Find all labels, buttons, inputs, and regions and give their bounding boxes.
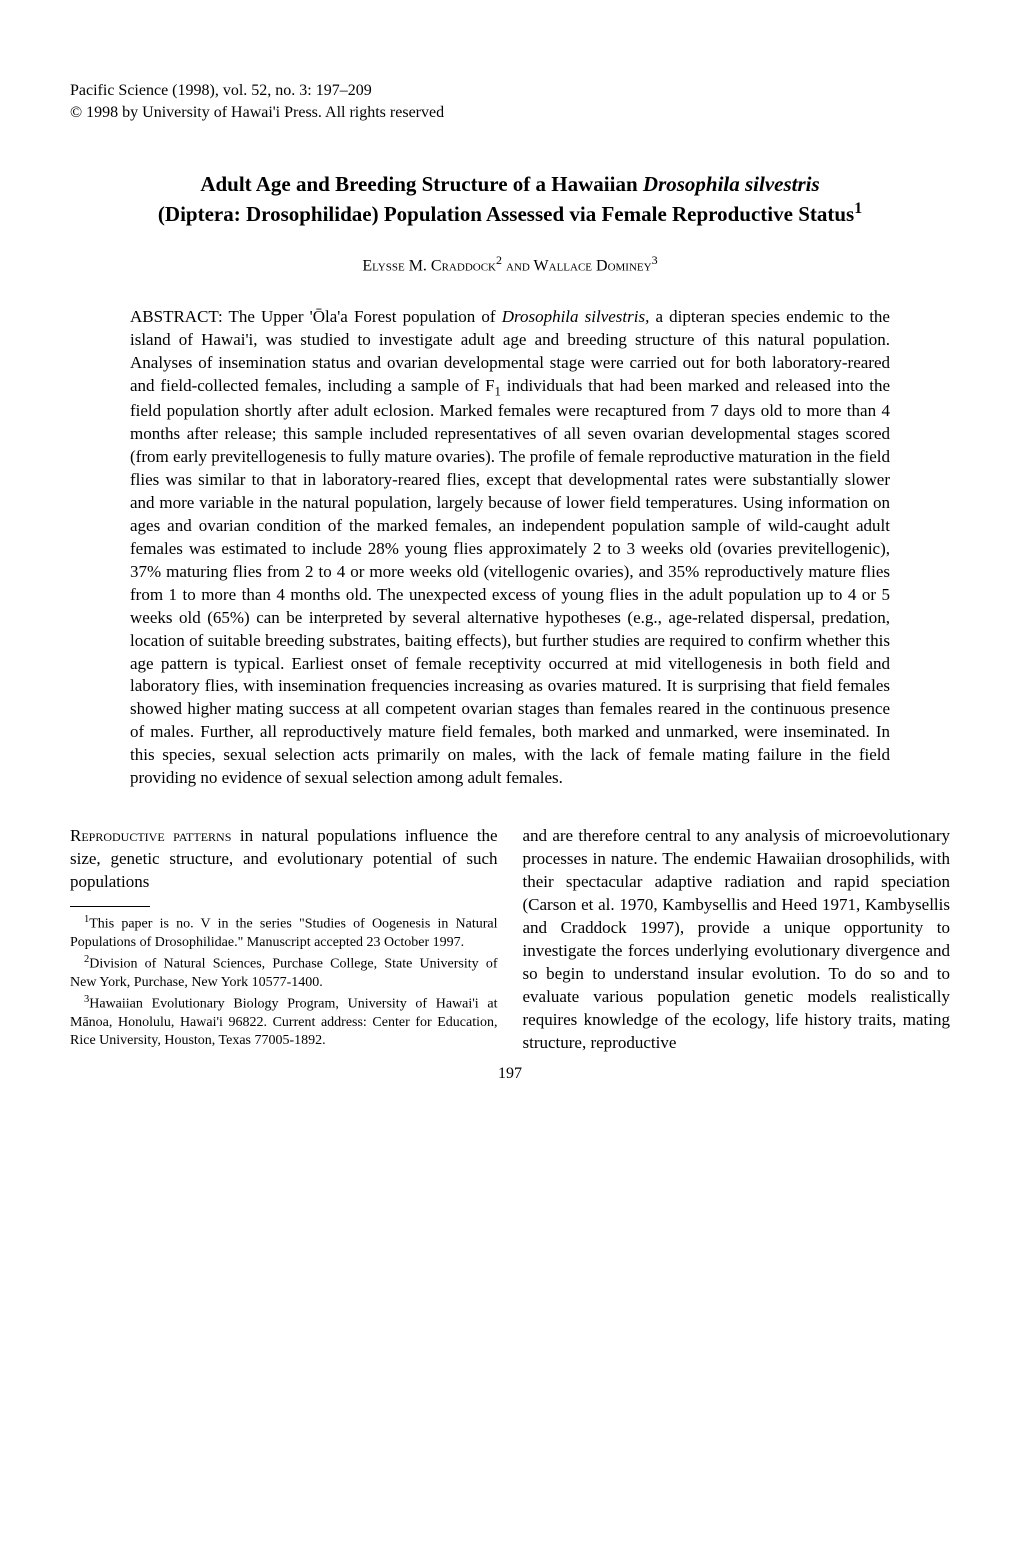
abstract-text-3: individuals that had been marked and rel… — [130, 376, 890, 788]
article-title: Adult Age and Breeding Structure of a Ha… — [70, 170, 950, 229]
title-footnote-ref: 1 — [854, 200, 862, 217]
footnote-3-text: Hawaiian Evolutionary Biology Program, U… — [70, 997, 498, 1048]
journal-header: Pacific Science (1998), vol. 52, no. 3: … — [70, 80, 950, 125]
left-column: Reproductive patterns in natural populat… — [70, 825, 498, 1054]
body-columns: Reproductive patterns in natural populat… — [70, 825, 950, 1054]
footnote-divider — [70, 906, 150, 907]
author-2-affil: 3 — [652, 253, 658, 267]
author-line: Elysse M. Craddock2 and Wallace Dominey3 — [70, 253, 950, 275]
abstract-species: Drosophila silvestris, — [502, 307, 650, 326]
footnote-3: 3Hawaiian Evolutionary Biology Program, … — [70, 993, 498, 1050]
abstract-block: ABSTRACT: The Upper 'Ōla'a Forest popula… — [70, 306, 950, 790]
footnote-1-text: This paper is no. V in the series "Studi… — [70, 917, 498, 950]
title-text-1: Adult Age and Breeding Structure of a Ha… — [200, 172, 643, 196]
copyright-line: © 1998 by University of Hawai'i Press. A… — [70, 102, 950, 124]
body-para-1-left: Reproductive patterns in natural populat… — [70, 825, 498, 894]
right-column: and are therefore central to any analysi… — [523, 825, 951, 1054]
abstract-label: ABSTRACT: — [130, 307, 228, 326]
footnote-1: 1This paper is no. V in the series "Stud… — [70, 913, 498, 952]
title-text-2: (Diptera: Drosophilidae) Population Asse… — [158, 202, 854, 226]
body-para-1-right: and are therefore central to any analysi… — [523, 825, 951, 1054]
footnotes-block: 1This paper is no. V in the series "Stud… — [70, 913, 498, 1050]
journal-citation: Pacific Science (1998), vol. 52, no. 3: … — [70, 80, 950, 102]
page-number: 197 — [70, 1065, 950, 1083]
abstract-text-1: The Upper 'Ōla'a Forest population of — [228, 307, 501, 326]
footnote-2-text: Division of Natural Sciences, Purchase C… — [70, 957, 498, 990]
lead-smallcaps: Reproductive patterns — [70, 826, 231, 845]
author-2: Wallace Dominey — [534, 258, 652, 275]
title-species-name: Drosophila silvestris — [643, 172, 820, 196]
author-and: and — [502, 258, 534, 275]
author-1: Elysse M. Craddock — [362, 258, 496, 275]
footnote-2: 2Division of Natural Sciences, Purchase … — [70, 953, 498, 992]
